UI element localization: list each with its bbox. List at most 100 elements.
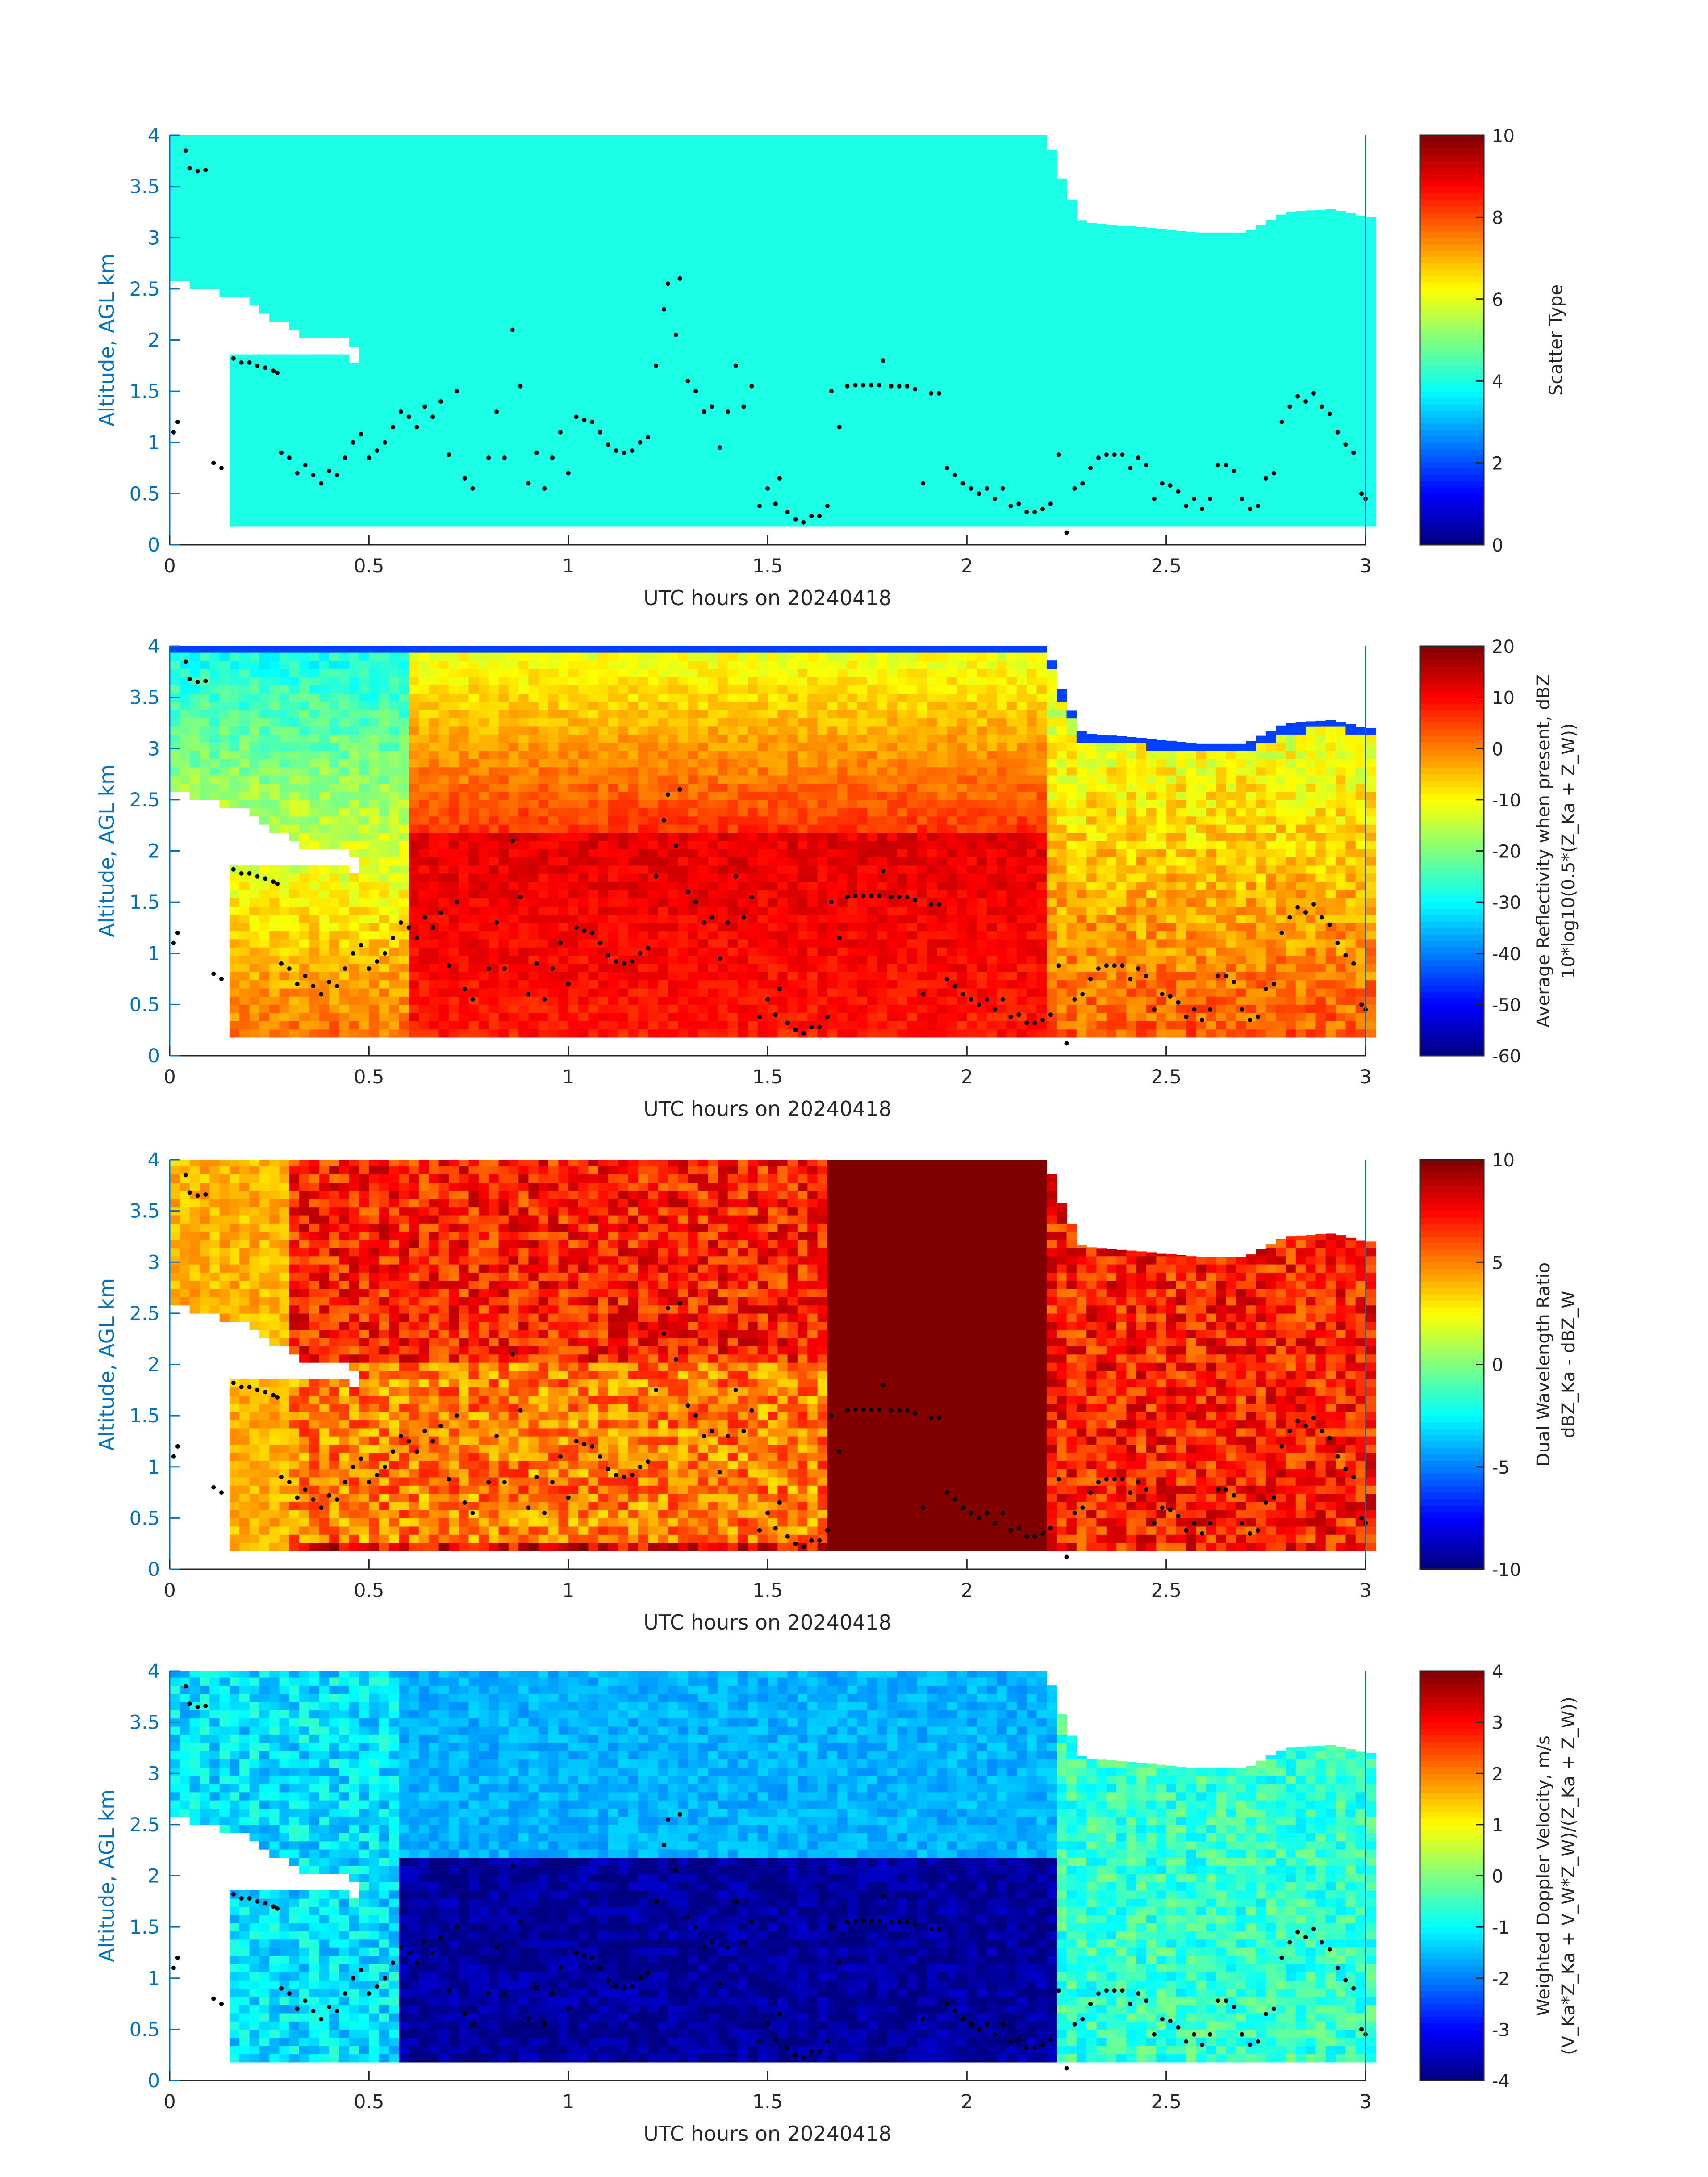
heatmap-cell [189,199,200,208]
heatmap-cell [897,338,908,347]
heatmap-cell [1146,428,1157,437]
heatmap-cell [1036,174,1047,183]
heatmap-cell [1196,288,1207,297]
heatmap-cell [558,207,569,216]
heatmap-cell [738,346,748,355]
heatmap-cell [618,354,629,363]
heatmap-cell [1226,485,1236,494]
heatmap-cell [697,510,708,519]
heatmap-cell [478,461,489,470]
heatmap-cell [628,412,639,421]
heatmap-cell [409,469,419,478]
heatmap-cell [459,288,469,297]
heatmap-cell [1046,452,1057,461]
heatmap-cell [748,199,758,208]
heatmap-cell [1246,272,1257,281]
heatmap-cell [708,158,718,167]
heatmap-cell [279,239,290,248]
heatmap-cell [528,150,539,159]
heatmap-cell [668,469,678,478]
heatmap-cell [508,420,519,429]
heatmap-cell [867,346,878,355]
heatmap-cell [917,322,927,330]
heatmap-cell [1016,436,1027,445]
heatmap-cell [1236,461,1246,470]
heatmap-cell [1276,330,1286,338]
heatmap-cell [1036,493,1047,502]
heatmap-cell [1066,264,1077,273]
heatmap-cell [678,256,689,265]
heatmap-cell [1236,272,1246,281]
heatmap-cell [359,518,370,527]
heatmap-cell [399,379,409,388]
heatmap-cell [448,485,459,494]
heatmap-cell [319,239,330,248]
heatmap-cell [329,141,340,150]
heatmap-cell [379,444,389,453]
heatmap-cell [857,354,868,363]
heatmap-cell [219,158,230,167]
heatmap-cell [498,248,509,257]
heatmap-cell [538,395,549,404]
heatmap-cell [1096,403,1107,412]
heatmap-cell [568,395,579,404]
heatmap-cell [349,223,359,232]
heatmap-cell [907,207,918,216]
heatmap-cell [748,518,758,527]
heatmap-cell [718,322,728,330]
heatmap-cell [618,403,629,412]
heatmap-cell [418,354,429,363]
heatmap-cell [648,436,659,445]
heatmap-cell [429,493,439,502]
heatmap-cell [1196,362,1207,371]
heatmap-cell [1027,264,1037,273]
heatmap-cell [697,420,708,429]
heatmap-cell [867,501,878,510]
heatmap-cell [1096,501,1107,510]
heatmap-cell [757,420,768,429]
heatmap-cell [448,469,459,478]
heatmap-cell [299,135,310,142]
heatmap-cell [1206,387,1216,396]
heatmap-cell [399,150,409,159]
heatmap-cell [907,141,918,150]
heatmap-cell [1036,280,1047,289]
heatmap-cell [1216,379,1227,388]
heatmap-cell [478,239,489,248]
heatmap-cell [349,141,359,150]
heatmap-cell [917,288,927,297]
heatmap-cell [1216,371,1227,380]
heatmap-cell [638,501,648,510]
heatmap-cell [578,395,589,404]
heatmap-cell [608,166,618,175]
heatmap-cell [777,436,788,445]
heatmap-cell [399,166,409,175]
heatmap-cell [877,461,888,470]
heatmap-cell [768,469,778,478]
heatmap-cell [1226,256,1236,265]
heatmap-cell [867,412,878,421]
heatmap-cell [1156,305,1167,314]
heatmap-cell [468,231,479,240]
heatmap-cell [1086,469,1097,478]
heatmap-cell [697,215,708,224]
heatmap-cell [807,141,818,150]
heatmap-cell [817,379,828,388]
heatmap-cell [867,264,878,273]
heatmap-cell [1057,485,1067,494]
heatmap-cell [438,444,449,453]
heatmap-cell [1256,461,1266,470]
heatmap-cell [777,330,788,338]
heatmap-cell [259,387,270,396]
heatmap-cell [847,207,858,216]
heatmap-cell [757,387,768,396]
heatmap-cell [797,158,808,167]
heatmap-cell [508,362,519,371]
heatmap-cell [997,461,1007,470]
heatmap-cell [489,223,499,232]
heatmap-cell [259,166,270,175]
heatmap-cell [1295,248,1306,257]
heatmap-cell [1076,403,1087,412]
heatmap-cell [997,436,1007,445]
heatmap-cell [927,501,938,510]
